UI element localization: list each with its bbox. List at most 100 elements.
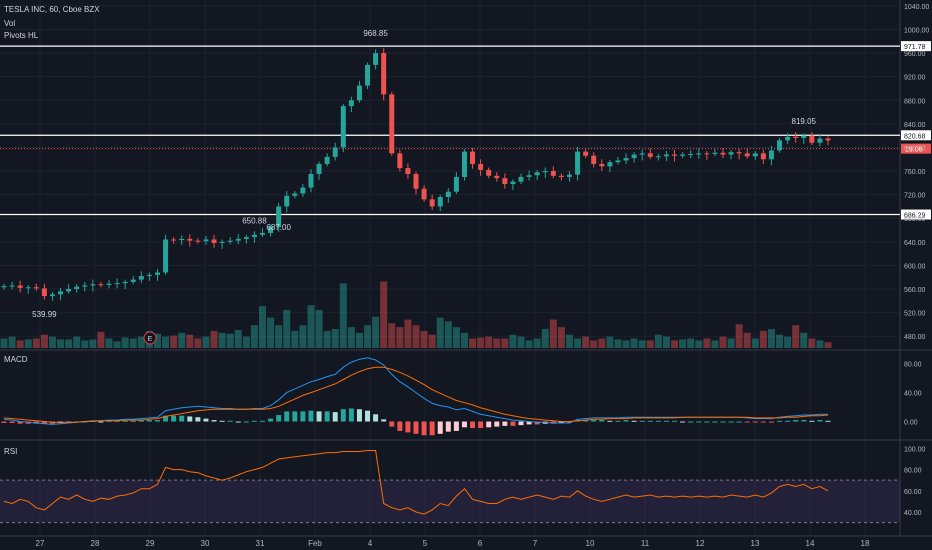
volume-bar (275, 325, 283, 348)
candle-body (211, 239, 217, 244)
macd-histogram-bar (413, 421, 419, 434)
macd-histogram-bar (599, 420, 605, 422)
candle-body (405, 168, 411, 174)
macd-histogram-bar (187, 416, 193, 422)
candle-body (429, 199, 435, 207)
volume-bar (121, 337, 129, 348)
macd-histogram-bar (801, 420, 807, 422)
macd-histogram-bar (680, 421, 686, 423)
volume-bar (404, 319, 412, 348)
volume-bar (590, 340, 598, 348)
macd-histogram-bar (518, 421, 524, 426)
macd-histogram-bar (276, 415, 282, 422)
volume-bar (388, 323, 396, 348)
macd-histogram-bar (486, 421, 492, 428)
volume-bar (113, 341, 121, 348)
volume-bar (186, 334, 194, 348)
macd-histogram-bar (332, 412, 338, 422)
candle-body (397, 153, 403, 169)
time-axis-label: 7 (533, 539, 538, 548)
price-axis-label: 520.00 (904, 311, 926, 318)
candle-body (365, 64, 371, 86)
price-axis-label: 920.00 (904, 75, 926, 82)
macd-histogram-bar (817, 420, 823, 422)
macd-pane-label: MACD (4, 355, 28, 364)
volume-bar (800, 332, 808, 348)
candle-body (647, 153, 653, 157)
macd-histogram-bar (308, 410, 314, 422)
volume-legend: Vol (4, 19, 16, 28)
time-axis-label: 11 (641, 539, 650, 548)
volume-bar (662, 336, 670, 348)
macd-histogram-bar (9, 421, 15, 423)
volume-bar (283, 310, 291, 348)
macd-histogram-bar (502, 421, 508, 426)
macd-histogram-bar (704, 421, 710, 423)
volume-bar (509, 334, 517, 348)
volume-bar (0, 338, 8, 348)
macd-histogram-bar (639, 420, 645, 422)
price-axis-label: 1040.00 (904, 4, 929, 11)
candle-body (17, 285, 23, 288)
candle-body (171, 239, 177, 241)
volume-bar (32, 338, 40, 348)
volume-bar (420, 330, 428, 348)
candle-body (793, 136, 799, 139)
macd-histogram-bar (453, 421, 459, 431)
macd-histogram-bar (373, 414, 379, 422)
volume-bar (517, 336, 525, 348)
candle-body (58, 291, 64, 295)
candle-body (478, 163, 484, 170)
macd-histogram-bar (122, 420, 128, 422)
volume-bar (267, 317, 275, 348)
candle-body (744, 153, 750, 157)
macd-axis-label: 80.00 (904, 362, 922, 369)
volume-bar (234, 329, 242, 348)
candle-body (187, 238, 193, 241)
candle-body (672, 154, 678, 156)
macd-histogram-bar (17, 421, 23, 424)
macd-axis-label: 40.00 (904, 391, 922, 398)
macd-histogram-bar (760, 421, 766, 423)
volume-bar (65, 339, 73, 348)
volume-bar (679, 339, 687, 348)
macd-histogram-bar (397, 421, 403, 431)
rsi-axis-label: 80.00 (904, 468, 922, 475)
macd-histogram-bar (98, 421, 104, 423)
macd-histogram-bar (284, 411, 290, 422)
macd-line (3, 357, 828, 425)
volume-bar (315, 310, 323, 348)
candle-body (526, 175, 532, 177)
candle-body (542, 171, 548, 173)
candle-body (74, 286, 80, 290)
volume-bar (565, 334, 573, 348)
price-axis-label: 480.00 (904, 334, 926, 341)
macd-histogram-bar (195, 417, 201, 422)
volume-bar (767, 329, 775, 348)
rsi-line (3, 450, 829, 515)
candle-body (324, 156, 330, 164)
candle-body (130, 279, 136, 282)
macd-histogram-bar (663, 420, 669, 422)
last-price-tag (901, 143, 931, 154)
macd-histogram-bar (526, 421, 532, 425)
macd-histogram-bar (631, 420, 637, 422)
candle-body (33, 287, 39, 289)
candle-body (316, 163, 322, 174)
candle-body (720, 152, 726, 155)
macd-histogram-bar (566, 421, 572, 423)
candle-body (66, 289, 72, 292)
volume-bar (469, 338, 477, 348)
rsi-band (0, 480, 900, 523)
macd-histogram-bar (203, 418, 209, 422)
macd-histogram-bar (340, 409, 346, 422)
candle-body (219, 241, 225, 244)
candle-body (276, 206, 282, 228)
candle-body (146, 274, 152, 277)
volume-bar (703, 338, 711, 348)
price-axis-label: 640.00 (904, 240, 926, 247)
candle-body (470, 151, 476, 164)
candle-body (809, 135, 815, 143)
macd-histogram-bar (211, 420, 217, 422)
